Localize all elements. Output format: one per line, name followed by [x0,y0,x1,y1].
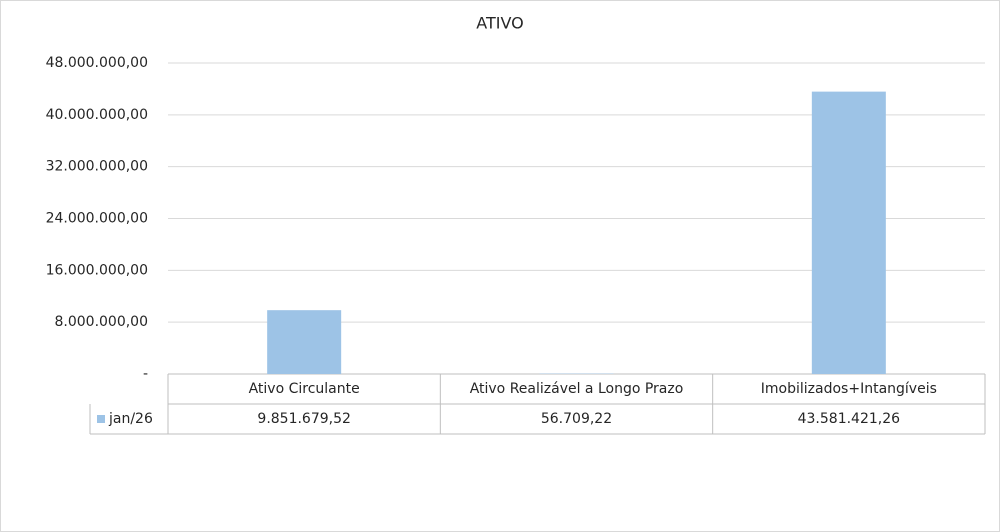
category-label: Imobilizados+Intangíveis [761,381,937,397]
y-tick-label: - [143,366,148,382]
y-tick-label: 16.000.000,00 [46,262,148,278]
y-tick-label: 48.000.000,00 [46,55,148,71]
bar [811,91,886,374]
category-label: Ativo Realizável a Longo Prazo [470,381,684,397]
value-label: 56.709,22 [541,411,612,427]
y-tick-label: 8.000.000,00 [54,314,148,330]
legend-label: jan/26 [108,411,153,427]
category-label: Ativo Circulante [249,381,360,397]
value-label: 43.581.421,26 [798,411,901,427]
legend-swatch [97,415,105,423]
bar [267,310,342,374]
y-tick-label: 32.000.000,00 [46,159,148,175]
chart-title: ATIVO [476,14,523,33]
y-tick-label: 40.000.000,00 [46,107,148,123]
value-label: 9.851.679,52 [257,411,351,427]
y-tick-label: 24.000.000,00 [46,211,148,227]
